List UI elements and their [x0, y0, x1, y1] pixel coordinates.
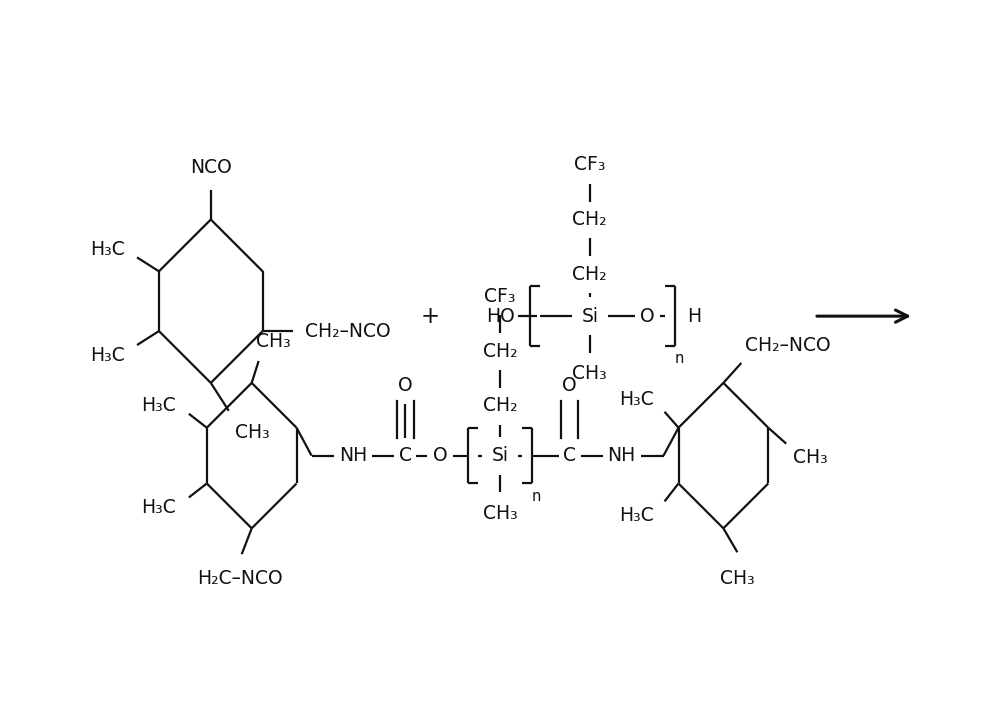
- Text: H₃C: H₃C: [142, 396, 176, 415]
- Text: n: n: [675, 351, 684, 366]
- Text: NH: NH: [608, 446, 636, 465]
- Text: CF₃: CF₃: [484, 287, 516, 306]
- Text: CH₃: CH₃: [235, 423, 270, 442]
- Text: H: H: [687, 306, 702, 325]
- Text: Si: Si: [581, 306, 598, 325]
- Text: H₃C: H₃C: [619, 506, 654, 525]
- Text: O: O: [562, 376, 577, 395]
- Text: CH₃: CH₃: [572, 364, 607, 383]
- Text: n: n: [532, 489, 541, 505]
- Text: NH: NH: [339, 446, 368, 465]
- Text: CH₂: CH₂: [483, 396, 517, 415]
- Text: NCO: NCO: [190, 158, 232, 177]
- Text: CH₃: CH₃: [483, 504, 517, 523]
- Text: C: C: [399, 446, 412, 465]
- Text: CH₂: CH₂: [572, 265, 607, 284]
- Text: CH₃: CH₃: [256, 332, 291, 351]
- Text: CF₃: CF₃: [574, 155, 606, 174]
- Text: O: O: [640, 306, 655, 325]
- Text: HO: HO: [486, 306, 514, 325]
- Text: CH₂: CH₂: [483, 342, 517, 361]
- Text: CH₂–NCO: CH₂–NCO: [745, 335, 831, 354]
- Text: Si: Si: [492, 446, 509, 465]
- Text: CH₂: CH₂: [572, 210, 607, 229]
- Text: H₂C–NCO: H₂C–NCO: [197, 568, 283, 587]
- Text: H₃C: H₃C: [90, 240, 124, 259]
- Text: H₃C: H₃C: [90, 347, 124, 366]
- Text: C: C: [563, 446, 576, 465]
- Text: CH₃: CH₃: [720, 568, 755, 587]
- Text: O: O: [433, 446, 447, 465]
- Text: O: O: [398, 376, 413, 395]
- Text: CH₃: CH₃: [793, 448, 828, 467]
- Text: H₃C: H₃C: [619, 390, 654, 409]
- Text: H₃C: H₃C: [142, 498, 176, 517]
- Text: +: +: [421, 305, 440, 328]
- Text: CH₂–NCO: CH₂–NCO: [305, 322, 390, 340]
